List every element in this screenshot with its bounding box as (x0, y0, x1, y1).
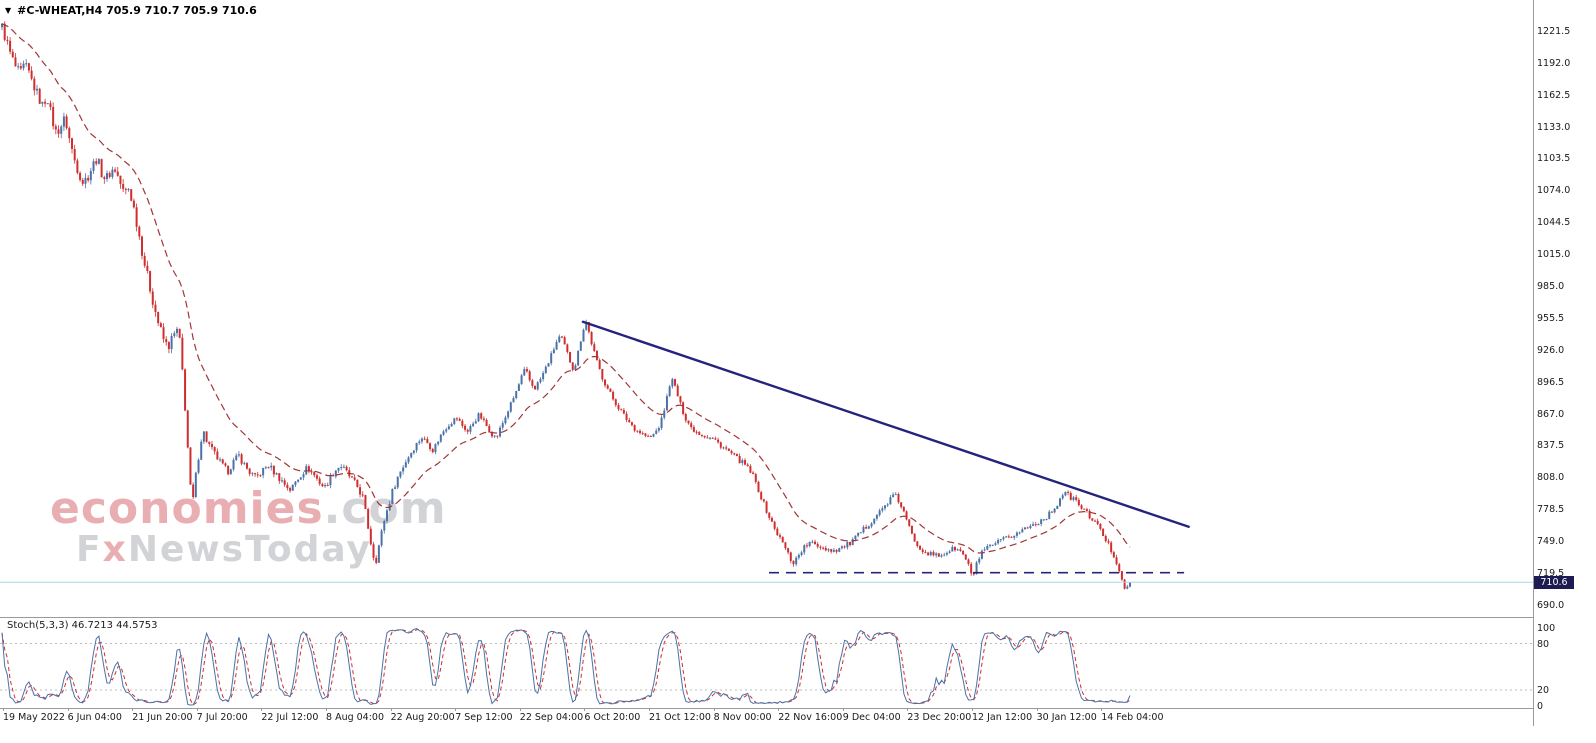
price-axis-border (1533, 0, 1534, 726)
current-price-badge: 710.6 (1534, 575, 1574, 589)
watermark-tagline-rest: NewsToday (127, 528, 372, 570)
stochastic-indicator-canvas[interactable] (0, 617, 1534, 708)
time-axis-label: 22 Sep 04:00 (519, 712, 584, 723)
price-chart-canvas[interactable] (0, 0, 1534, 617)
time-axis-separator (0, 708, 1534, 709)
time-axis-tickmark (649, 708, 650, 711)
chart-indicator-splitter[interactable] (0, 617, 1534, 618)
time-axis-tickmark (390, 708, 392, 711)
price-axis-label: 1162.5 (1537, 89, 1571, 101)
symbol-info-bar: ▼ #C-WHEAT,H4 705.9 710.7 705.9 710.6 (5, 4, 257, 17)
price-axis-label: 985.0 (1537, 281, 1565, 293)
time-axis-tickmark (3, 708, 4, 711)
time-axis-tickmark (132, 708, 134, 711)
time-axis-tickmark (842, 708, 844, 711)
time-axis-label: 21 Oct 12:00 (649, 712, 711, 723)
time-axis-tickmark (455, 708, 457, 711)
time-axis-label: 7 Sep 12:00 (455, 712, 513, 723)
time-axis-label: 22 Nov 16:00 (778, 712, 843, 723)
time-axis-tickmark (1101, 708, 1103, 711)
price-axis-label: 1192.0 (1537, 57, 1571, 69)
symbol-dropdown-icon[interactable]: ▼ (5, 5, 12, 15)
indicator-axis-label: 20 (1537, 685, 1550, 696)
time-axis-tickmark (519, 708, 521, 711)
time-axis-label: 8 Aug 04:00 (326, 712, 385, 723)
symbol-ohlc-text: #C-WHEAT,H4 705.9 710.7 705.9 710.6 (17, 4, 257, 17)
time-axis-label: 23 Dec 20:00 (907, 712, 972, 723)
time-axis-tickmark (1036, 708, 1038, 711)
price-axis-label: 719.5 (1537, 567, 1565, 579)
time-axis-label: 22 Aug 20:00 (390, 712, 455, 723)
watermark-tagline-f: F (76, 528, 103, 570)
price-axis-label: 896.5 (1537, 376, 1565, 388)
price-axis-label: 1074.0 (1537, 185, 1571, 197)
watermark: economies.com FxNewsToday (50, 486, 447, 570)
indicator-axis-label: 100 (1537, 623, 1556, 634)
indicator-axis-label: 80 (1537, 638, 1550, 650)
price-axis-label: 1221.5 (1537, 26, 1571, 37)
time-axis-label: 6 Oct 20:00 (584, 712, 641, 723)
time-axis-tickmark (907, 708, 909, 711)
time-axis-tickmark (196, 708, 198, 711)
watermark-line1: economies.com (50, 486, 447, 532)
time-axis-tickmark (67, 708, 69, 711)
time-axis-label: 6 Jun 04:00 (67, 712, 122, 723)
time-axis-label: 7 Jul 20:00 (196, 712, 248, 723)
time-axis-label: 21 Jun 20:00 (132, 712, 193, 723)
price-axis-label: 837.5 (1537, 440, 1565, 452)
price-axis-label: 690.0 (1537, 599, 1565, 611)
time-axis-label: 19 May 2022 (3, 712, 65, 723)
price-axis-label: 1015.0 (1537, 248, 1571, 260)
indicator-axis-label: 0 (1537, 700, 1544, 712)
time-axis-tickmark (326, 708, 327, 711)
price-axis-label: 749.0 (1537, 535, 1565, 547)
watermark-line2: FxNewsToday (76, 528, 447, 570)
time-axis-label: 9 Dec 04:00 (842, 712, 901, 723)
time-axis-label: 30 Jan 12:00 (1036, 712, 1097, 723)
time-axis-tickmark (713, 708, 715, 711)
price-axis-label: 778.5 (1537, 504, 1565, 515)
time-axis-label: 12 Jan 12:00 (972, 712, 1033, 723)
price-axis-label: 1044.5 (1537, 217, 1571, 228)
price-axis-label: 955.5 (1537, 313, 1565, 324)
watermark-tagline-x: x (102, 528, 128, 570)
time-axis-tickmark (584, 708, 586, 711)
price-axis-label: 1103.5 (1537, 153, 1571, 165)
time-axis-label: 8 Nov 00:00 (713, 712, 772, 723)
time-axis-label: 14 Feb 04:00 (1101, 712, 1164, 723)
time-axis-tickmark (261, 708, 263, 711)
time-axis-tickmark (972, 708, 973, 711)
watermark-brand-text: economies (50, 483, 324, 534)
price-axis-label: 808.0 (1537, 472, 1565, 484)
time-axis-tickmark (778, 708, 780, 711)
indicator-label: Stoch(5,3,3) 46.7213 44.5753 (7, 620, 158, 631)
price-axis-label: 926.0 (1537, 344, 1565, 356)
price-axis-label: 867.0 (1537, 408, 1565, 420)
price-axis-label: 1133.0 (1537, 121, 1571, 133)
time-axis-label: 22 Jul 12:00 (261, 712, 319, 723)
